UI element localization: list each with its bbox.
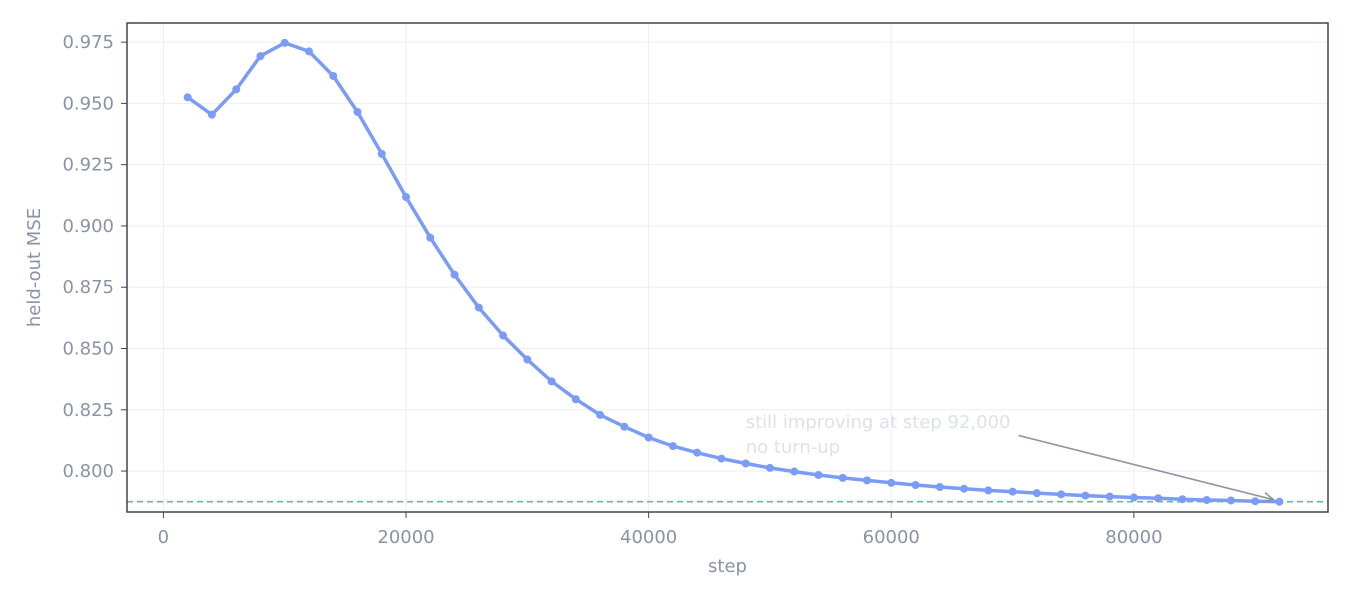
y-tick-label: 0.800 — [62, 461, 114, 482]
data-point — [353, 107, 362, 116]
data-point — [1202, 495, 1211, 504]
data-point — [1154, 494, 1163, 503]
data-point — [644, 433, 653, 442]
data-point — [571, 395, 580, 404]
y-axis-label: held-out MSE — [24, 208, 45, 327]
data-point — [1032, 489, 1041, 498]
data-point — [499, 331, 508, 340]
data-point — [1251, 497, 1260, 506]
data-point — [256, 52, 265, 61]
data-point — [960, 484, 969, 493]
data-point — [790, 467, 799, 476]
annotation-text: no turn-up — [746, 437, 840, 458]
y-tick-label: 0.850 — [62, 339, 114, 360]
data-point — [814, 470, 823, 479]
data-point — [304, 47, 313, 56]
data-point — [1105, 492, 1114, 501]
grid — [127, 23, 1328, 512]
data-point — [474, 303, 483, 312]
data-point — [1057, 490, 1066, 499]
data-point — [402, 193, 411, 202]
data-point — [935, 482, 944, 491]
data-point — [984, 486, 993, 495]
x-tick-label: 60000 — [863, 527, 920, 548]
data-point — [596, 410, 605, 419]
data-point — [547, 377, 556, 386]
data-point — [377, 149, 386, 158]
data-point — [280, 38, 289, 47]
data-point — [741, 459, 750, 468]
data-point — [1129, 493, 1138, 502]
x-tick-label: 20000 — [377, 527, 434, 548]
data-point — [620, 422, 629, 431]
annotation-arrow — [1018, 434, 1274, 501]
data-point — [765, 463, 774, 472]
data-point — [863, 476, 872, 485]
y-tick-label: 0.950 — [62, 93, 114, 114]
series-line — [185, 41, 1282, 504]
data-point — [717, 454, 726, 463]
data-point — [523, 355, 532, 364]
data-point — [232, 85, 241, 94]
x-tick-label: 80000 — [1105, 527, 1162, 548]
data-point — [1226, 496, 1235, 505]
x-axis-ticks: 0 20000 40000 60000 80000 — [158, 512, 1163, 548]
annotation-text: still improving at step 92,000 — [746, 412, 1011, 433]
series-group — [183, 38, 1284, 506]
x-tick-label: 0 — [158, 527, 169, 548]
plot-frame — [126, 22, 1329, 513]
data-point — [183, 93, 192, 102]
annotation-group: still improving at step 92,000 no turn-up — [746, 412, 1276, 503]
y-tick-label: 0.900 — [62, 216, 114, 237]
data-point — [1275, 497, 1284, 506]
x-tick-label: 40000 — [620, 527, 677, 548]
data-point — [693, 448, 702, 457]
data-point — [838, 473, 847, 482]
data-point — [668, 442, 677, 451]
data-point — [1178, 495, 1187, 504]
y-tick-label: 0.925 — [62, 155, 114, 176]
x-axis-label: step — [708, 556, 747, 577]
data-point — [1081, 491, 1090, 500]
y-axis-ticks: 0.800 0.825 0.850 0.875 0.900 0.925 0.950 0.975 — [62, 32, 127, 482]
y-tick-label: 0.875 — [62, 277, 114, 298]
data-point — [911, 481, 920, 490]
y-tick-label: 0.825 — [62, 400, 114, 421]
data-point — [887, 478, 896, 487]
data-point — [450, 270, 459, 279]
data-point — [1008, 487, 1017, 496]
data-point — [207, 110, 216, 119]
data-point — [329, 71, 338, 80]
data-point — [426, 233, 435, 242]
annotation-arrowhead — [1262, 492, 1276, 503]
y-tick-label: 0.975 — [62, 32, 114, 53]
